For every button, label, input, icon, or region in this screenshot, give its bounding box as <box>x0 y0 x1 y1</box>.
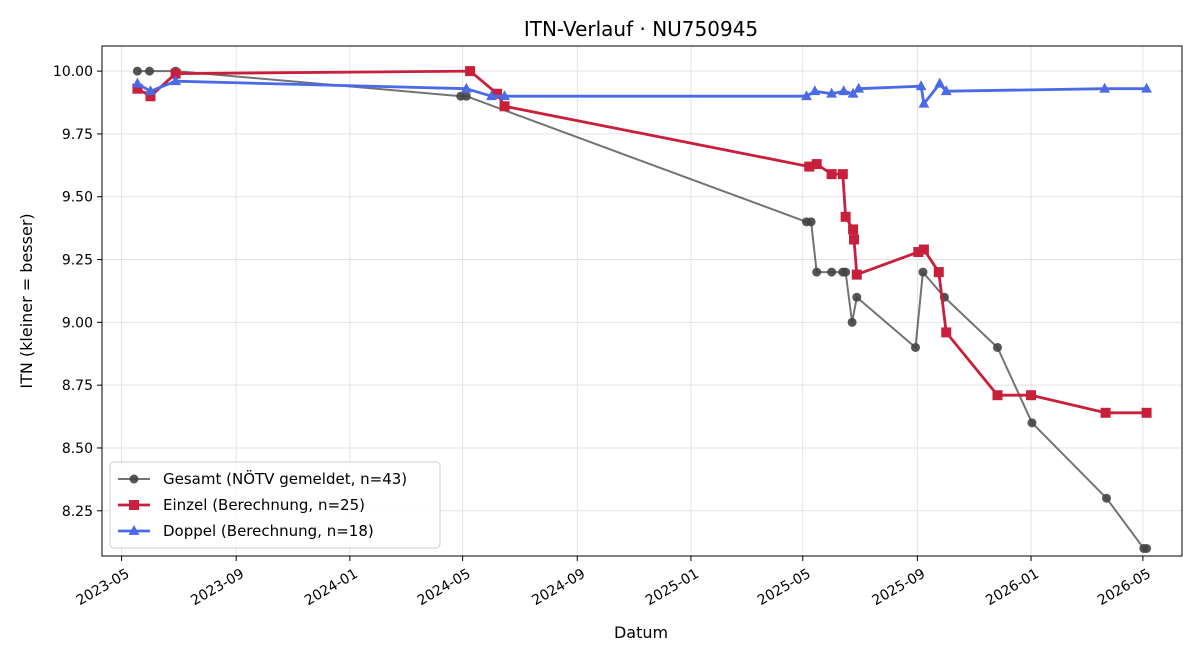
data-point <box>1141 82 1152 93</box>
data-point <box>852 292 862 302</box>
data-point <box>826 169 837 180</box>
y-tick-label: 10.00 <box>53 64 93 80</box>
legend: Gesamt (NÖTV gemeldet, n=43) Einzel (Bere… <box>109 461 441 549</box>
data-point <box>132 77 143 88</box>
y-tick-label: 8.75 <box>62 378 93 394</box>
data-point <box>145 91 156 102</box>
data-point <box>940 85 952 96</box>
data-point <box>492 88 503 99</box>
legend-swatch-marker <box>129 500 139 510</box>
data-point <box>992 390 1003 401</box>
data-point <box>933 267 944 278</box>
legend-entry: Einzel (Berechnung, n=25) <box>118 496 365 514</box>
y-axis: 8.25 8.50 8.75 9.00 9.25 9.50 9.75 10.00 <box>53 64 102 520</box>
legend-label: Einzel (Berechnung, n=25) <box>163 496 365 514</box>
data-point <box>934 77 946 88</box>
data-point <box>1141 407 1152 418</box>
data-point <box>841 267 851 277</box>
data-point <box>170 75 182 86</box>
data-point <box>486 90 497 101</box>
legend-label: Doppel (Berechnung, n=18) <box>163 522 374 540</box>
data-point <box>913 247 924 258</box>
y-tick-label: 9.00 <box>62 315 93 331</box>
data-point <box>132 83 143 94</box>
data-point <box>848 234 859 245</box>
data-point <box>941 327 952 338</box>
data-point <box>809 85 821 96</box>
data-point <box>145 85 156 96</box>
data-point <box>1026 390 1037 401</box>
y-tick-label: 8.50 <box>62 441 93 457</box>
series-2 <box>132 75 1152 108</box>
data-point <box>801 90 812 101</box>
y-tick-label: 8.25 <box>62 504 93 520</box>
legend-entry: Doppel (Berechnung, n=18) <box>118 522 374 540</box>
data-point <box>132 66 142 76</box>
data-point <box>145 66 155 76</box>
series-1 <box>132 66 1152 418</box>
data-point <box>1142 543 1152 553</box>
data-point <box>1102 493 1112 503</box>
legend-swatch-marker <box>129 474 139 484</box>
chart-title: ITN-Verlauf · NU750945 <box>524 17 758 41</box>
plot-frame <box>101 45 1183 557</box>
data-point <box>918 97 930 108</box>
y-tick-label: 9.25 <box>62 253 93 269</box>
legend-box <box>109 461 441 549</box>
data-point <box>992 342 1002 352</box>
data-point <box>827 267 837 277</box>
data-point <box>1027 418 1037 428</box>
data-point <box>918 244 929 255</box>
y-tick-label: 9.50 <box>62 190 93 206</box>
legend-swatch-marker <box>128 525 140 535</box>
series-line <box>136 69 1147 415</box>
data-point <box>499 90 510 101</box>
x-axis-label: Datum <box>614 623 668 642</box>
data-point <box>851 269 862 280</box>
data-point <box>847 87 859 98</box>
data-point <box>838 85 850 96</box>
data-point <box>840 211 851 222</box>
data-point <box>811 159 822 170</box>
grid <box>102 46 1182 556</box>
data-point <box>848 224 859 235</box>
legend-label: Gesamt (NÖTV gemeldet, n=43) <box>163 469 407 488</box>
series-layer <box>132 66 1152 553</box>
data-point <box>837 169 848 180</box>
data-point <box>806 217 816 227</box>
data-point <box>1099 82 1111 93</box>
data-point <box>918 267 928 277</box>
data-point <box>826 87 838 98</box>
data-point <box>812 267 822 277</box>
data-point <box>170 68 181 79</box>
data-point <box>499 101 510 112</box>
data-point <box>910 342 920 352</box>
data-point <box>460 82 472 93</box>
data-point <box>465 66 476 77</box>
data-point <box>461 91 471 101</box>
legend-entry: Gesamt (NÖTV gemeldet, n=43) <box>118 469 407 488</box>
data-point <box>915 80 927 91</box>
data-point <box>804 161 815 172</box>
y-tick-label: 9.75 <box>62 127 93 143</box>
data-point <box>853 82 865 93</box>
y-axis-label: ITN (kleiner = besser) <box>17 213 36 388</box>
data-point <box>847 317 857 327</box>
data-point <box>1100 407 1111 418</box>
